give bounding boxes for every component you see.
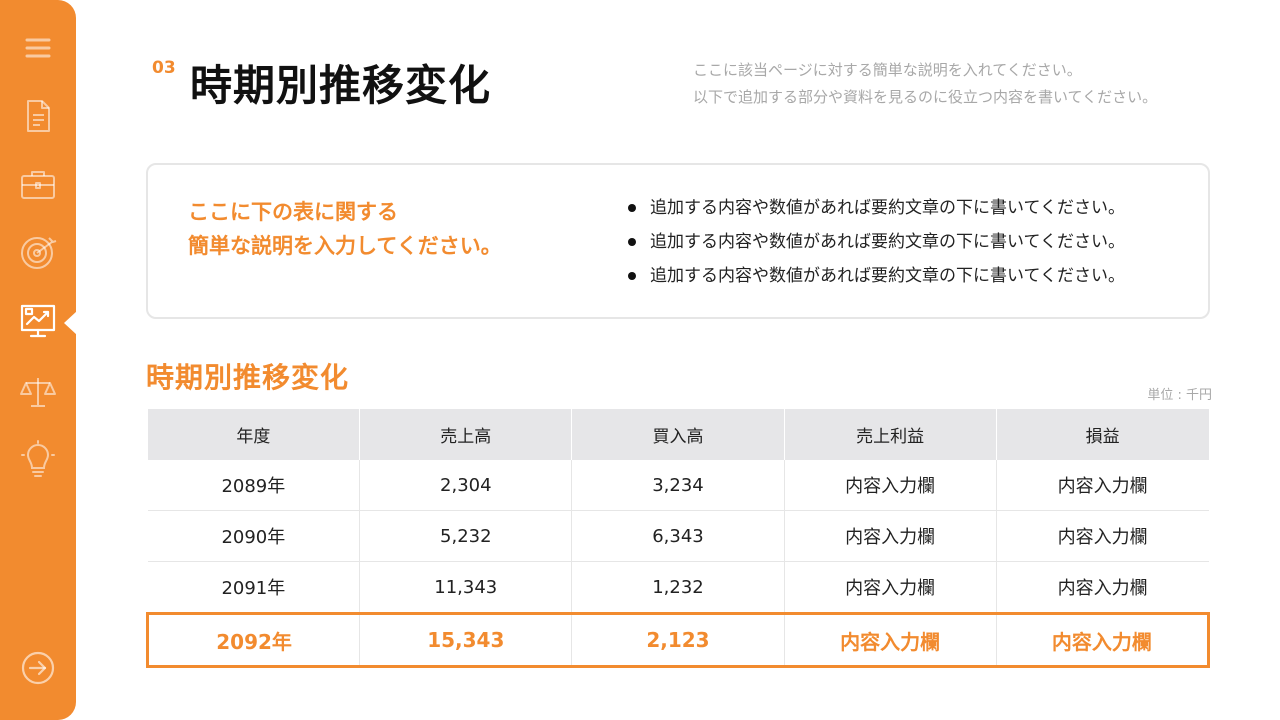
table-cell: 内容入力欄 xyxy=(995,561,1209,614)
table-cell: 2089年 xyxy=(147,460,360,511)
table-row: 2091年 11,343 1,232 内容入力欄 内容入力欄 xyxy=(147,561,1209,614)
briefcase-icon[interactable] xyxy=(16,162,60,206)
table-cell: 2,304 xyxy=(359,460,572,511)
table-cell: 1,232 xyxy=(571,561,785,614)
table-cell: 内容入力欄 xyxy=(995,612,1211,668)
header-cell-purchases: 買入高 xyxy=(571,409,785,460)
table-cell: 内容入力欄 xyxy=(783,561,997,614)
table-cell: 6,343 xyxy=(571,510,785,562)
page-description-line: ここに該当ページに対する簡単な説明を入れてください。 xyxy=(693,61,1082,79)
summary-bullet-text: 追加する内容や数値があれば要約文章の下に書いてください。 xyxy=(650,232,1125,252)
summary-box: ここに下の表に関する 簡単な説明を入力してください。 追加する内容や数値があれば… xyxy=(146,163,1210,319)
bullet-dot-icon xyxy=(628,204,636,212)
active-indicator xyxy=(64,311,77,335)
scale-icon[interactable] xyxy=(16,370,60,414)
table-cell: 内容入力欄 xyxy=(995,510,1209,562)
table-cell: 内容入力欄 xyxy=(783,460,997,511)
table-cell: 11,343 xyxy=(359,561,572,614)
table-cell: 内容入力欄 xyxy=(995,460,1209,511)
chart-presentation-icon[interactable] xyxy=(16,299,60,343)
table-cell: 5,232 xyxy=(359,510,572,562)
table-cell: 2090年 xyxy=(147,510,360,562)
page-title: 時期別推移変化 xyxy=(190,61,492,110)
sidebar xyxy=(0,0,77,720)
header-cell-sales-profit: 売上利益 xyxy=(783,409,997,460)
bullet-dot-icon xyxy=(628,272,636,280)
page-description-line: 以下で追加する部分や資料を見るのに役立つ内容を書いてください。 xyxy=(693,88,1158,106)
page-description: ここに該当ページに対する簡単な説明を入れてください。 以下で追加する部分や資料を… xyxy=(693,57,1253,111)
table-row-highlighted: 2092年 15,343 2,123 内容入力欄 内容入力欄 xyxy=(145,612,1211,668)
target-icon[interactable] xyxy=(16,230,60,274)
summary-heading-line: ここに下の表に関する xyxy=(188,200,398,224)
document-icon[interactable] xyxy=(16,94,60,138)
table-row: 2089年 2,304 3,234 内容入力欄 内容入力欄 xyxy=(147,460,1209,511)
summary-bullet: 追加する内容や数値があれば要約文章の下に書いてください。 xyxy=(628,225,1125,259)
table-cell: 2,123 xyxy=(571,612,785,668)
table-cell: 2092年 xyxy=(145,612,360,668)
lightbulb-icon[interactable] xyxy=(16,438,60,482)
table-cell: 3,234 xyxy=(571,460,785,511)
table-header-row: 年度 売上高 買入高 売上利益 損益 xyxy=(147,409,1209,460)
section-number: 03 xyxy=(152,58,176,78)
table-cell: 内容入力欄 xyxy=(783,510,997,562)
header-cell-year: 年度 xyxy=(147,409,360,460)
table-title: 時期別推移変化 xyxy=(146,361,350,394)
header-cell-sales: 売上高 xyxy=(359,409,572,460)
summary-heading-line: 簡単な説明を入力してください。 xyxy=(188,234,502,258)
arrow-right-circle-icon[interactable] xyxy=(16,646,60,690)
table-cell: 内容入力欄 xyxy=(783,612,997,668)
summary-bullet-text: 追加する内容や数値があれば要約文章の下に書いてください。 xyxy=(650,266,1125,286)
summary-heading: ここに下の表に関する 簡単な説明を入力してください。 xyxy=(188,195,502,263)
table-row: 2090年 5,232 6,343 内容入力欄 内容入力欄 xyxy=(147,510,1209,562)
summary-bullet-text: 追加する内容や数値があれば要約文章の下に書いてください。 xyxy=(650,198,1125,218)
header-cell-profit-loss: 損益 xyxy=(995,409,1209,460)
data-table: 年度 売上高 買入高 売上利益 損益 2089年 2,304 3,234 内容入… xyxy=(145,409,1211,668)
table-cell: 2091年 xyxy=(147,561,360,614)
unit-label: 単位 : 千円 xyxy=(1147,388,1212,403)
menu-icon[interactable] xyxy=(16,26,60,70)
bullet-dot-icon xyxy=(628,238,636,246)
summary-bullet-list: 追加する内容や数値があれば要約文章の下に書いてください。 追加する内容や数値があ… xyxy=(628,191,1125,293)
summary-bullet: 追加する内容や数値があれば要約文章の下に書いてください。 xyxy=(628,191,1125,225)
summary-bullet: 追加する内容や数値があれば要約文章の下に書いてください。 xyxy=(628,259,1125,293)
table-cell: 15,343 xyxy=(359,612,572,668)
